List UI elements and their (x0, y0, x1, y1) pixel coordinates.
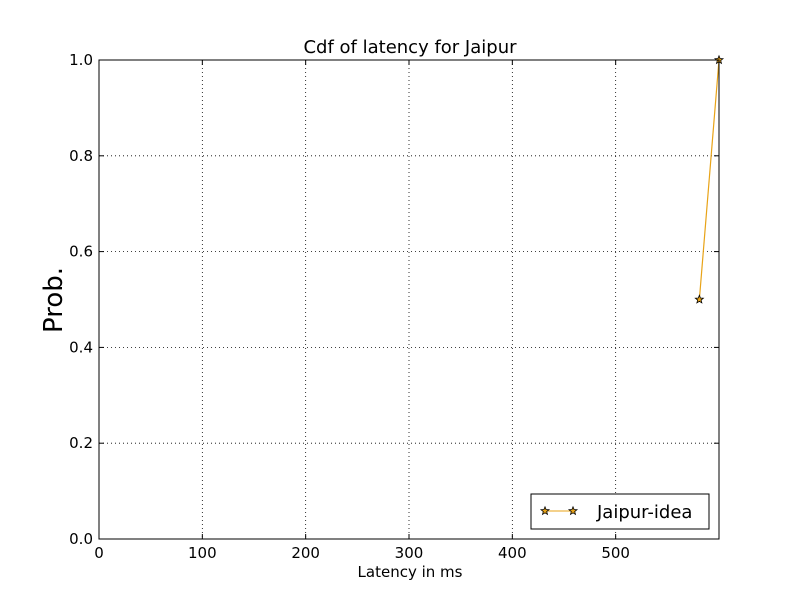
data-point-star (694, 294, 705, 304)
y-tick-label: 0.0 (69, 530, 93, 548)
y-tick-label: 1.0 (69, 51, 93, 69)
y-tick-label: 0.2 (69, 434, 93, 452)
axis-ticks: 0 100 200 300 400 500 0.0 0.2 0.4 0.6 0.8 1.0 (69, 51, 719, 562)
x-tick-label: 200 (291, 544, 320, 562)
y-tick-label: 0.4 (69, 338, 93, 356)
y-axis-label: Prob. (39, 267, 69, 333)
legend-marker-star (539, 505, 551, 516)
legend-marker-star (567, 505, 579, 516)
x-tick-label: 100 (188, 544, 217, 562)
x-axis-label: Latency in ms (358, 563, 463, 581)
legend: Jaipur-idea (530, 493, 710, 530)
series-line (698, 59, 720, 300)
legend-entry-label: Jaipur-idea (596, 502, 692, 523)
grid-lines (99, 60, 719, 539)
chart-title: Cdf of latency for Jaipur (303, 37, 517, 58)
x-tick-label: 500 (601, 544, 630, 562)
x-tick-label: 300 (395, 544, 424, 562)
x-tick-label: 0 (94, 544, 104, 562)
x-tick-label: 400 (498, 544, 527, 562)
y-tick-label: 0.8 (69, 147, 93, 165)
y-tick-label: 0.6 (69, 243, 93, 261)
